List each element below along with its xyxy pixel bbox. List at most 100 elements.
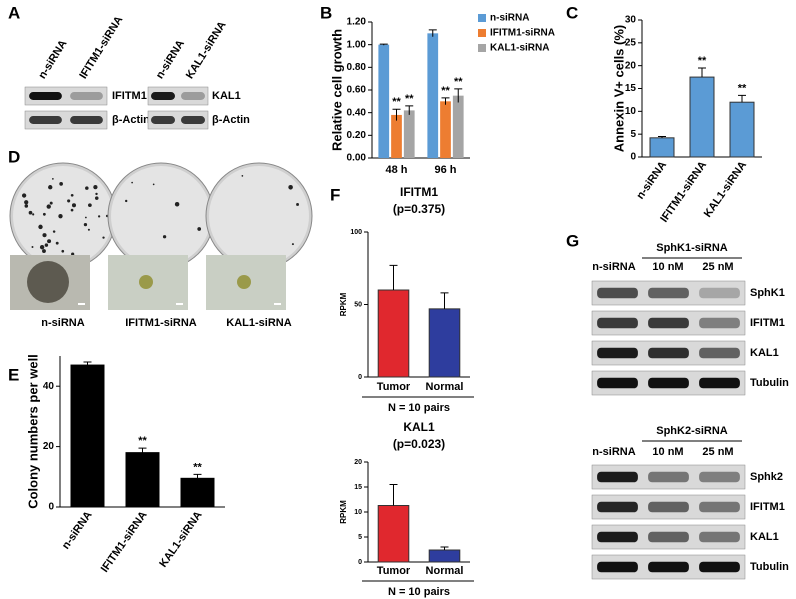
colony-dot (70, 193, 74, 197)
colony-dot (31, 246, 34, 248)
x-tick-label: 48 h (385, 164, 407, 176)
colony (139, 275, 153, 289)
well-inner (209, 166, 309, 266)
y-tick-label: 10 (625, 106, 637, 117)
bar (377, 289, 410, 378)
chart-subtitle: (p=0.023) (393, 437, 445, 451)
error-bar (658, 135, 666, 138)
significance: ** (405, 93, 414, 105)
blot-band (699, 471, 740, 483)
x-tick-label: Tumor (377, 381, 411, 393)
colony-dot (71, 203, 77, 208)
well-inner (111, 166, 211, 266)
colony-dot (71, 252, 75, 256)
colony-dot (95, 192, 98, 196)
colony-dot (83, 223, 88, 227)
chart-subtitle: (p=0.375) (393, 202, 445, 216)
legend-label: n-siRNA (490, 13, 529, 24)
lane-label: n-siRNA (592, 446, 635, 458)
lane-label: 25 nM (702, 261, 733, 273)
significance: ** (738, 82, 747, 94)
blot-band (699, 347, 740, 359)
error-bar (441, 97, 450, 105)
colony-dot (42, 249, 46, 253)
blot-band (70, 116, 103, 124)
row-label: SphK1 (750, 287, 785, 299)
image-label: IFITM1-siRNA (125, 317, 197, 329)
image-label: KAL1-siRNA (226, 317, 291, 329)
blot-band (699, 317, 740, 329)
x-tick-label: Tumor (377, 565, 411, 577)
colony-dot (46, 204, 51, 209)
colony-dot (125, 199, 128, 203)
significance: ** (138, 435, 147, 447)
bar (689, 76, 715, 158)
colony-dot (42, 212, 46, 216)
blot-background (24, 110, 108, 130)
y-tick-label: 0 (48, 502, 54, 513)
lane-label: 10 nM (652, 446, 683, 458)
significance: ** (454, 76, 463, 88)
row-label: β-Actin (212, 114, 250, 126)
y-axis-label: Colony numbers per well (25, 354, 40, 509)
y-tick-label: 0 (358, 374, 362, 381)
colony-dot (59, 182, 63, 186)
colony-dot (67, 199, 71, 203)
error-bar (138, 447, 147, 453)
row-label: IFITM1 (750, 317, 785, 329)
error-bar (193, 473, 202, 479)
colony-dot (70, 208, 74, 212)
y-tick-label: 5 (358, 534, 362, 541)
colony-dot (197, 227, 202, 231)
chart-title: IFITM1 (400, 185, 438, 199)
y-tick-label: 20 (43, 441, 55, 452)
colony-dot (55, 241, 59, 245)
legend-label: KAL1-siRNA (490, 43, 549, 54)
y-tick-label: 0.00 (347, 153, 367, 164)
colony-dot (24, 204, 29, 208)
y-tick-label: 0 (358, 559, 362, 566)
y-axis-label: RPKM (339, 500, 348, 524)
bar (428, 308, 461, 378)
blot-band (648, 377, 689, 389)
bar (729, 101, 755, 158)
row-label: KAL1 (750, 531, 779, 543)
colony-dot (21, 193, 27, 198)
error-bar (405, 105, 414, 115)
blot-band (648, 287, 689, 299)
scale-bar (176, 303, 183, 305)
error-bar (389, 264, 398, 290)
blot-background (24, 86, 108, 106)
y-tick-label: 20 (625, 60, 637, 71)
blot-band (151, 116, 175, 124)
error-bar (428, 29, 437, 37)
blot-band (597, 317, 638, 329)
y-tick-label: 20 (354, 459, 362, 466)
y-tick-label: 50 (354, 301, 362, 308)
bar (440, 101, 451, 158)
panel-label: B (320, 3, 332, 22)
blot-band (29, 116, 62, 124)
colony-dot (97, 215, 101, 218)
row-label: IFITM1 (112, 90, 147, 102)
colony-dot (47, 239, 52, 244)
bar (70, 364, 105, 508)
y-axis-label: RPKM (339, 292, 348, 316)
x-tick-label: 96 h (434, 164, 456, 176)
y-tick-label: 15 (354, 484, 362, 491)
colony-dot (28, 210, 33, 215)
colony-dot (42, 233, 47, 238)
bar (180, 477, 215, 508)
y-axis-label: Annexin V+ cells (%) (611, 25, 626, 153)
legend-swatch (478, 29, 486, 37)
row-label: Tubulin (750, 377, 789, 389)
colony-dot (288, 185, 293, 190)
blot-band (597, 287, 638, 299)
colony-dot (58, 214, 63, 219)
row-label: KAL1 (212, 90, 241, 102)
error-bar (389, 484, 398, 506)
colony-dot (152, 183, 155, 186)
chart-note: N = 10 pairs (388, 402, 450, 414)
bar (428, 549, 461, 563)
colony-dot (39, 244, 45, 250)
